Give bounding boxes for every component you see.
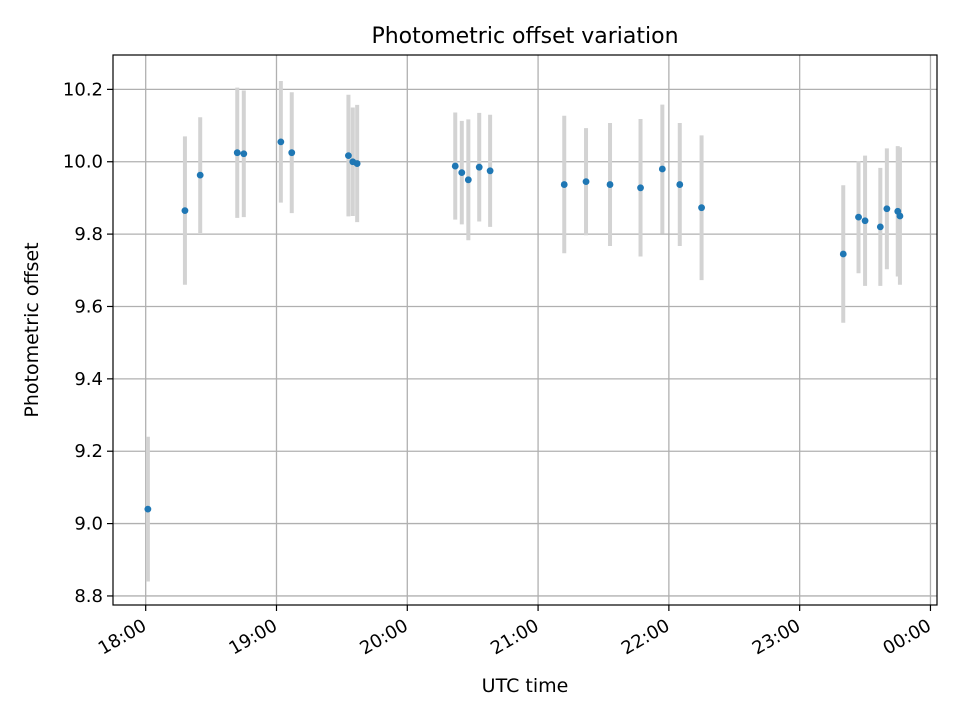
y-tick-label: 9.0 [74,514,103,535]
data-point [451,162,459,170]
data-point [345,152,352,159]
y-tick-label: 10.2 [63,79,103,100]
data-point [855,213,862,221]
data-point [582,178,590,186]
data-point [233,149,241,157]
chart-title: Photometric offset variation [371,24,678,49]
data-point [861,217,869,225]
data-point [560,181,568,188]
data-point [676,181,684,188]
y-axis-label: Photometric offset [21,242,43,417]
data-point [606,181,614,188]
data-point [196,171,204,179]
data-point [839,250,847,258]
plot-area-frame [112,54,938,606]
data-point [698,204,705,212]
y-tick-label: 9.6 [74,296,103,317]
data-point [658,165,666,173]
data-point [883,205,891,213]
data-point [181,207,189,214]
data-point [353,160,361,167]
data-point [458,169,466,176]
data-point [876,223,884,231]
data-point [475,163,483,171]
data-point [144,505,152,513]
data-point [486,167,494,175]
x-axis-label: UTC time [482,675,569,697]
y-tick-label: 9.4 [74,369,103,390]
y-tick-label: 8.8 [74,586,103,607]
data-point [896,212,904,220]
y-tick-label: 9.2 [74,441,103,462]
data-point [464,176,472,184]
y-tick-label: 9.8 [74,224,103,245]
data-point [288,149,296,157]
data-points [144,138,904,513]
data-point [240,150,248,158]
grid-lines [113,55,937,605]
data-point [277,138,285,146]
data-point [637,184,644,192]
y-tick-label: 10.0 [63,152,103,173]
